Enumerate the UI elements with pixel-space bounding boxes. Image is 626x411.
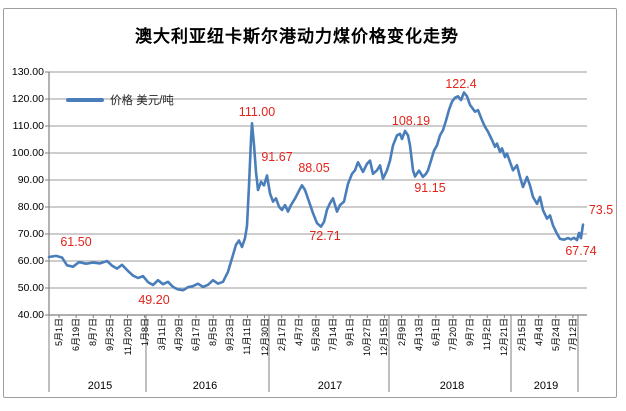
data-point-label: 111.00: [238, 105, 276, 119]
y-axis-tick-label: 130.00: [11, 66, 44, 78]
data-point-label: 49.20: [138, 293, 170, 307]
data-point-label: 67.74: [565, 244, 597, 258]
year-label: 2017: [317, 380, 343, 392]
x-axis-tick-label: 7月14日: [328, 318, 339, 352]
legend-label: 价格 美元/吨: [110, 95, 174, 107]
series-line-swatch: [66, 98, 104, 102]
x-axis-tick-label: 12月30日: [259, 318, 270, 357]
data-point-label: 72.71: [309, 229, 341, 243]
x-axis-tick-label: 10月27日: [362, 318, 373, 357]
legend: 价格 美元/吨: [66, 92, 174, 108]
data-point-label: 108.19: [391, 114, 431, 128]
x-axis-tick-label: 4月29日: [173, 318, 184, 352]
y-axis-tick-label: 40.00: [17, 309, 44, 321]
x-axis-tick-label: 9月7日: [465, 318, 476, 347]
x-axis-tick-label: 2月17日: [276, 318, 287, 352]
x-axis-tick-label: 7月20日: [447, 318, 458, 352]
x-axis-tick-label: 11月20日: [122, 318, 133, 356]
y-axis-tick-label: 100.00: [11, 147, 44, 159]
y-axis-tick-label: 110.00: [12, 120, 44, 132]
x-axis-tick-label: 2月15日: [516, 318, 527, 352]
x-axis-tick-label: 1月8日: [139, 318, 150, 347]
price-series-line: [47, 91, 585, 292]
x-axis-tick-label: 9月1日: [345, 318, 356, 347]
data-point-label: 73.5: [588, 203, 614, 217]
data-point-label: 122.4: [445, 77, 477, 91]
y-axis-tick-label: 60.00: [17, 255, 44, 267]
x-axis-tick-label: 5月26日: [310, 318, 321, 352]
x-axis-tick-label: 6月17日: [191, 318, 202, 352]
year-label: 2018: [439, 380, 465, 392]
y-axis-tick-label: 80.00: [17, 201, 44, 213]
data-point-label: 91.15: [414, 181, 446, 195]
y-axis-tick-label: 120.00: [11, 93, 44, 105]
x-axis-tick-label: 5月24日: [550, 318, 561, 352]
x-axis-tick-label: 5月1日: [54, 318, 64, 347]
x-axis-tick-label: 8月5日: [208, 318, 219, 347]
x-axis-tick-label: 12月21日: [499, 318, 510, 357]
year-label: 2015: [87, 380, 113, 392]
x-axis-tick-label: 11月11日: [242, 318, 253, 355]
y-axis-tick-label: 50.00: [17, 282, 44, 294]
year-label: 2019: [533, 380, 559, 392]
x-axis-tick-label: 4月7日: [293, 318, 304, 347]
y-axis-tick-label: 90.00: [17, 174, 44, 186]
data-point-label: 91.67: [261, 150, 293, 164]
x-axis-tick-label: 3月11日: [156, 318, 167, 351]
year-label: 2016: [192, 380, 218, 392]
x-axis-tick-label: 11月2日: [482, 318, 493, 351]
x-axis-tick-label: 6月19日: [71, 318, 82, 352]
x-axis-tick-label: 4月4日: [533, 318, 544, 347]
x-axis-tick-label: 7月12日: [567, 318, 578, 352]
x-axis-tick-label: 9月23日: [225, 318, 236, 352]
x-axis-tick-label: 9月25日: [105, 318, 116, 352]
y-axis-tick-label: 70.00: [17, 228, 44, 240]
chart-title: 澳大利亚纽卡斯尔港动力煤价格变化走势: [135, 27, 459, 46]
x-axis-tick-label: 4月13日: [413, 318, 424, 352]
data-point-label: 88.05: [298, 161, 330, 175]
x-axis-tick-label: 12月15日: [379, 318, 390, 357]
data-point-label: 61.50: [60, 235, 92, 249]
x-axis-tick-label: 6月1日: [430, 318, 441, 347]
x-axis-tick-label: 2月9日: [396, 318, 407, 347]
x-axis-tick-label: 8月7日: [88, 318, 99, 347]
